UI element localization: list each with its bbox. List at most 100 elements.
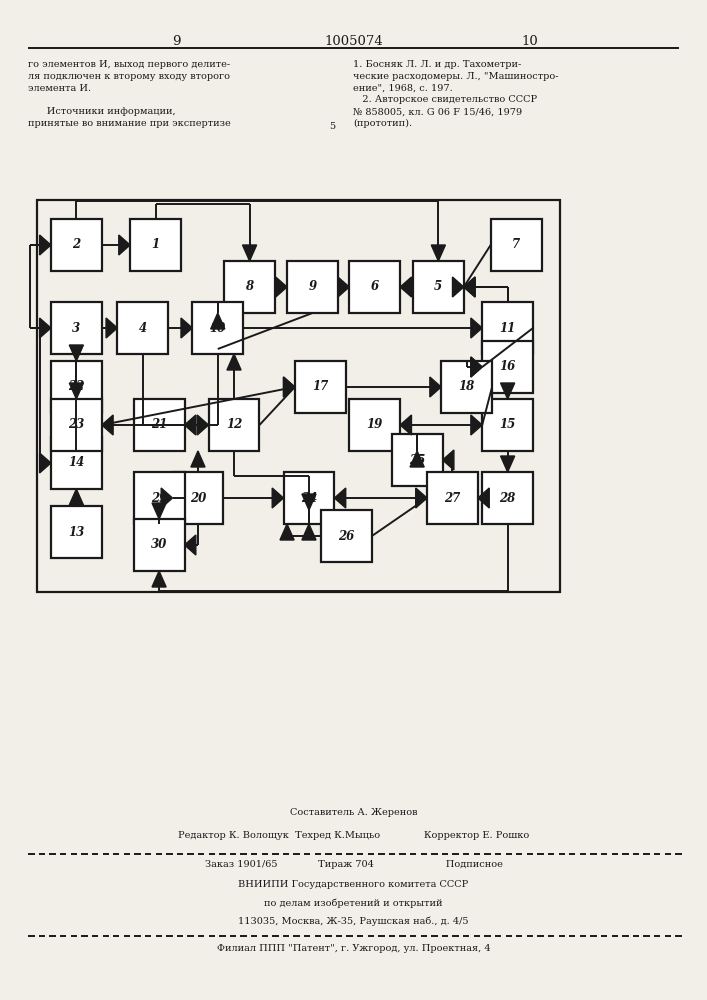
Text: 28: 28 [500, 491, 515, 504]
Polygon shape [284, 377, 295, 397]
Polygon shape [501, 456, 515, 472]
Bar [51, 361, 102, 413]
Bar [482, 472, 533, 524]
Text: 17: 17 [312, 380, 328, 393]
Bar [51, 219, 102, 271]
Polygon shape [69, 489, 83, 505]
Text: 22: 22 [69, 380, 84, 393]
Text: 9: 9 [308, 280, 317, 294]
Polygon shape [471, 318, 482, 338]
Polygon shape [243, 245, 257, 261]
Text: 15: 15 [500, 418, 515, 432]
Polygon shape [69, 345, 83, 361]
Bar [51, 399, 102, 451]
Polygon shape [478, 488, 489, 508]
Bar [491, 219, 542, 271]
Text: 7: 7 [512, 238, 520, 251]
Polygon shape [471, 415, 482, 435]
Polygon shape [152, 503, 166, 519]
Polygon shape [106, 318, 117, 338]
Polygon shape [302, 494, 316, 510]
Text: 1005074: 1005074 [324, 35, 383, 48]
Text: 30: 30 [151, 538, 167, 552]
Polygon shape [119, 235, 130, 255]
Bar [51, 437, 102, 489]
Text: 1. Босняк Л. Л. и др. Тахометри-
ческие расходомеры. Л., "Машиностро-
ение", 196: 1. Босняк Л. Л. и др. Тахометри- ческие … [354, 60, 559, 128]
Bar [482, 302, 533, 354]
Text: 113035, Москва, Ж-35, Раушская наб., д. 4/5: 113035, Москва, Ж-35, Раушская наб., д. … [238, 916, 469, 926]
Text: 24: 24 [301, 491, 317, 504]
Polygon shape [227, 354, 241, 370]
Polygon shape [181, 318, 192, 338]
Bar [482, 341, 533, 393]
Text: 20: 20 [190, 491, 206, 504]
Polygon shape [197, 415, 209, 435]
Polygon shape [272, 488, 284, 508]
Text: 2: 2 [72, 238, 81, 251]
Polygon shape [185, 535, 196, 555]
Text: 5: 5 [434, 280, 443, 294]
Polygon shape [211, 313, 225, 329]
Bar [134, 399, 185, 451]
Polygon shape [430, 377, 441, 397]
Bar [482, 399, 533, 451]
Polygon shape [161, 488, 173, 508]
Bar [349, 261, 400, 313]
Polygon shape [338, 277, 349, 297]
Bar [209, 399, 259, 451]
Bar [51, 506, 102, 558]
Bar [287, 261, 338, 313]
Polygon shape [40, 318, 51, 338]
Text: 14: 14 [69, 456, 84, 470]
Polygon shape [431, 245, 445, 261]
Polygon shape [452, 277, 464, 297]
Text: 12: 12 [226, 418, 242, 432]
Text: 26: 26 [339, 530, 354, 542]
Polygon shape [276, 277, 287, 297]
Polygon shape [400, 415, 411, 435]
Polygon shape [471, 357, 482, 377]
Text: 3: 3 [72, 322, 81, 334]
Bar [295, 361, 346, 413]
Text: 1: 1 [151, 238, 160, 251]
Text: 19: 19 [367, 418, 382, 432]
Text: 10: 10 [522, 35, 539, 48]
Polygon shape [471, 357, 482, 377]
Text: 16: 16 [500, 360, 515, 373]
Bar [349, 399, 400, 451]
Bar [192, 302, 243, 354]
Text: 9: 9 [173, 35, 181, 48]
Bar [37, 200, 560, 592]
Polygon shape [152, 571, 166, 587]
Polygon shape [464, 277, 475, 297]
Bar [224, 261, 275, 313]
Bar [441, 361, 492, 413]
Polygon shape [40, 453, 51, 473]
Text: 6: 6 [370, 280, 379, 294]
Text: Филиал ППП "Патент", г. Ужгород, ул. Проектная, 4: Филиал ППП "Патент", г. Ужгород, ул. Про… [216, 944, 491, 953]
Polygon shape [284, 377, 295, 397]
Text: Составитель А. Жеренов: Составитель А. Жеренов [290, 808, 417, 817]
Bar [392, 434, 443, 486]
Bar [321, 510, 372, 562]
Bar [284, 472, 334, 524]
Bar [427, 472, 478, 524]
Polygon shape [69, 383, 83, 399]
Text: 4: 4 [139, 322, 147, 334]
Polygon shape [334, 488, 346, 508]
Polygon shape [416, 488, 427, 508]
Polygon shape [302, 524, 316, 540]
Text: го элементов И, выход первого делите-
ля подключен к второму входу второго
элеме: го элементов И, выход первого делите- ля… [28, 60, 231, 128]
Text: 10: 10 [210, 322, 226, 334]
Text: 13: 13 [69, 526, 84, 538]
Text: 23: 23 [69, 418, 84, 432]
Polygon shape [464, 277, 475, 297]
Bar [413, 261, 464, 313]
Text: 29: 29 [151, 491, 167, 504]
Text: 18: 18 [459, 380, 474, 393]
Bar [134, 519, 185, 571]
Polygon shape [191, 451, 205, 467]
Text: 21: 21 [151, 418, 167, 432]
Text: ВНИИПИ Государственного комитета СССР: ВНИИПИ Государственного комитета СССР [238, 880, 469, 889]
Polygon shape [102, 415, 113, 435]
